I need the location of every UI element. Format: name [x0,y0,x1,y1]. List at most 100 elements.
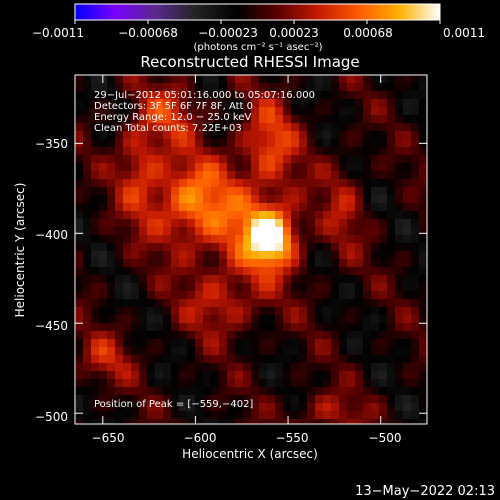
heatmap-cell [355,371,363,379]
heatmap-cell [155,171,163,179]
heatmap-cell [251,131,259,139]
heatmap-cell [99,251,107,259]
heatmap-cell [147,107,155,115]
heatmap-cell [91,219,99,227]
heatmap-cell [91,339,99,347]
x-tick-label-3: −500 [369,431,402,445]
heatmap-cell [123,187,131,195]
heatmap-cell [195,299,203,307]
heatmap-cell [267,363,275,371]
heatmap-cell [115,395,123,403]
heatmap-cell [163,387,171,395]
heatmap-cell [91,75,99,83]
heatmap-cell [371,171,379,179]
heatmap-cell [203,123,211,131]
heatmap-cell [99,235,107,243]
heatmap-cell [187,395,195,403]
heatmap-cell [139,195,147,203]
heatmap-cell [379,339,387,347]
heatmap-cell [139,227,147,235]
heatmap-cell [371,187,379,195]
heatmap-cell [227,419,235,424]
heatmap-cell [395,395,403,403]
heatmap-cell [323,283,331,291]
heatmap-cell [107,187,115,195]
heatmap-cell [75,219,83,227]
heatmap-cell [203,187,211,195]
heatmap-cell [83,363,91,371]
heatmap-cell [155,219,163,227]
heatmap-cell [155,331,163,339]
heatmap-cell [291,227,299,235]
heatmap-cell [419,419,427,424]
heatmap-cell [291,251,299,259]
heatmap-cell [155,123,163,131]
heatmap-cell [227,227,235,235]
heatmap-cell [83,99,91,107]
heatmap-cell [275,355,283,363]
heatmap-cell [339,235,347,243]
heatmap-cell [275,227,283,235]
heatmap-cell [275,339,283,347]
heatmap-cell [115,371,123,379]
heatmap-cell [323,163,331,171]
heatmap-cell [219,323,227,331]
heatmap-cell [419,187,427,195]
heatmap-cell [219,243,227,251]
heatmap-cell [275,283,283,291]
heatmap-cell [355,203,363,211]
heatmap-cell [203,307,211,315]
heatmap-cell [139,339,147,347]
heatmap-cell [363,251,371,259]
heatmap-cell [75,203,83,211]
heatmap-cell [323,379,331,387]
heatmap-cell [339,179,347,187]
heatmap-cell [275,379,283,387]
heatmap-cell [355,147,363,155]
heatmap-cell [211,171,219,179]
heatmap-cell [211,163,219,171]
heatmap-cell [187,235,195,243]
heatmap-cell [315,387,323,395]
heatmap-cell [283,107,291,115]
heatmap-cell [387,299,395,307]
heatmap-cell [419,131,427,139]
heatmap-cell [299,315,307,323]
heatmap-cell [411,91,419,99]
heatmap-cell [331,275,339,283]
heatmap-cell [323,139,331,147]
heatmap-cell [139,379,147,387]
heatmap-cell [315,259,323,267]
heatmap-cell [171,307,179,315]
heatmap-cell [387,195,395,203]
heatmap-cell [195,187,203,195]
heatmap-cell [371,99,379,107]
heatmap-cell [299,291,307,299]
heatmap-cell [379,75,387,83]
heatmap-cell [123,307,131,315]
heatmap-cell [387,275,395,283]
heatmap-cell [363,411,371,419]
heatmap-cell [251,339,259,347]
heatmap-cell [283,243,291,251]
heatmap-cell [331,227,339,235]
heatmap-cell [75,171,83,179]
heatmap-cell [259,355,267,363]
heatmap-cell [347,243,355,251]
heatmap-cell [155,267,163,275]
heatmap-cell [331,411,339,419]
heatmap-cell [403,275,411,283]
heatmap-cell [155,291,163,299]
heatmap-cell [211,267,219,275]
heatmap-cell [323,339,331,347]
heatmap-cell [251,227,259,235]
heatmap-cell [131,419,139,424]
heatmap-cell [299,195,307,203]
heatmap-cell [283,355,291,363]
heatmap-cell [99,91,107,99]
heatmap-cell [155,411,163,419]
heatmap-cell [395,195,403,203]
heatmap-cell [395,355,403,363]
heatmap-cell [131,179,139,187]
heatmap-cell [411,379,419,387]
